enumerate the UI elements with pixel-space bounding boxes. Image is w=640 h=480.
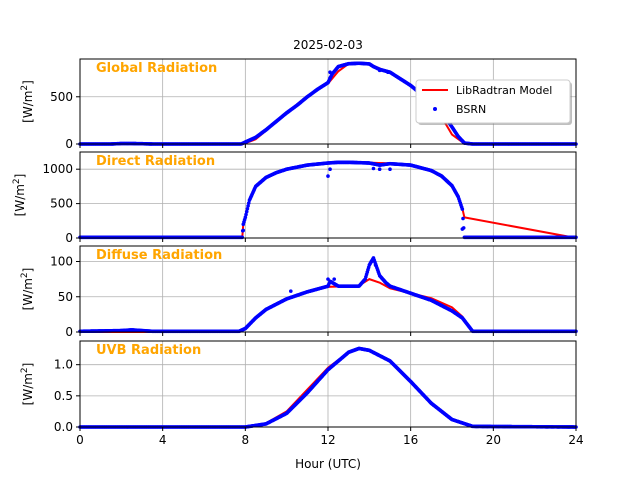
y-axis-label: [W/m2] xyxy=(12,174,27,217)
panel-label: Direct Radiation xyxy=(96,154,215,169)
bsrn-outlier-point xyxy=(326,277,330,281)
x-tick-label: 4 xyxy=(159,433,167,447)
y-axis-label: [W/m2] xyxy=(20,268,35,311)
bsrn-outlier-point xyxy=(460,227,465,231)
panel-label: Global Radiation xyxy=(96,61,217,76)
bsrn-outlier-point xyxy=(373,263,378,267)
y-tick-label: 50 xyxy=(58,290,73,304)
x-tick-label: 12 xyxy=(320,433,335,447)
bsrn-point xyxy=(246,204,250,208)
x-tick-label: 20 xyxy=(486,433,501,447)
x-tick-label: 0 xyxy=(76,433,84,447)
bsrn-outlier-point xyxy=(328,167,332,171)
bsrn-outlier-point xyxy=(369,259,374,264)
panel-4: 0.0 0.5 1.0 0 4 8 12 16 20 24 UVB Radiation [W/m2] xyxy=(20,340,584,447)
bsrn-outlier-point xyxy=(332,277,337,281)
y-tick-label: 1.0 xyxy=(54,358,73,372)
panel-3: 0 50 100 Diffuse Radiation [W/m2] xyxy=(20,245,578,339)
bsrn-point xyxy=(240,235,245,240)
bsrn-outlier-point xyxy=(386,70,390,75)
legend-model-label: LibRadtran Model xyxy=(456,84,552,97)
x-tick-label: 24 xyxy=(568,433,583,447)
bsrn-outlier-point xyxy=(326,174,330,178)
bsrn-outlier-point xyxy=(371,166,376,171)
legend-bsrn-swatch xyxy=(433,107,437,111)
y-tick-label: 1000 xyxy=(42,162,73,176)
y-tick-label: 0.5 xyxy=(54,389,73,403)
figure-title: 2025-02-03 xyxy=(293,38,363,52)
y-tick-label: 0 xyxy=(65,137,73,151)
y-tick-label: 100 xyxy=(50,255,73,269)
y-tick-label: 0.0 xyxy=(54,420,73,434)
y-tick-label: 500 xyxy=(50,90,73,104)
x-axis-label: Hour (UTC) xyxy=(295,457,361,471)
bsrn-point xyxy=(461,216,465,221)
x-tick-label: 8 xyxy=(242,433,250,447)
panel-label: Diffuse Radiation xyxy=(96,248,222,263)
legend-frame xyxy=(415,79,571,124)
panel-label: UVB Radiation xyxy=(96,343,201,358)
panel-1: 0 500 Global Radiation [W/m2] xyxy=(20,58,578,151)
y-axis-label: [W/m2] xyxy=(20,80,35,123)
bsrn-outlier-point xyxy=(388,167,392,171)
y-tick-label: 0 xyxy=(65,231,73,245)
x-tick-label: 16 xyxy=(403,433,418,447)
y-tick-label: 500 xyxy=(50,197,73,211)
y-axis-label: [W/m2] xyxy=(20,363,35,406)
bsrn-outlier-point xyxy=(377,167,382,171)
bsrn-point xyxy=(244,212,248,217)
bsrn-outlier-point xyxy=(328,76,332,80)
bsrn-point xyxy=(246,201,251,205)
bsrn-outlier-point xyxy=(328,70,332,75)
bsrn-point xyxy=(243,215,248,220)
bsrn-point xyxy=(460,207,465,211)
bsrn-outlier-point xyxy=(289,289,293,293)
legend-bsrn-label: BSRN xyxy=(456,103,486,116)
y-tick-label: 0 xyxy=(65,325,73,339)
legend: LibRadtran Model BSRN xyxy=(415,79,572,125)
bsrn-outlier-point xyxy=(377,68,382,73)
bsrn-outlier-point xyxy=(241,228,246,233)
panel-2: 0 500 1000 Direct Radiation [W/m2] xyxy=(12,151,578,245)
bsrn-point xyxy=(244,209,249,214)
bsrn-point xyxy=(245,206,250,211)
